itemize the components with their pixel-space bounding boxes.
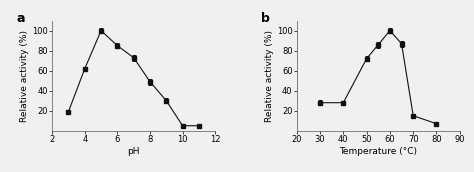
X-axis label: Temperature (°C): Temperature (°C) (339, 147, 417, 156)
Y-axis label: Relative activity (%): Relative activity (%) (265, 30, 274, 122)
Y-axis label: Relative activity (%): Relative activity (%) (20, 30, 29, 122)
Text: a: a (16, 12, 25, 25)
Text: b: b (261, 12, 270, 25)
X-axis label: pH: pH (128, 147, 140, 156)
